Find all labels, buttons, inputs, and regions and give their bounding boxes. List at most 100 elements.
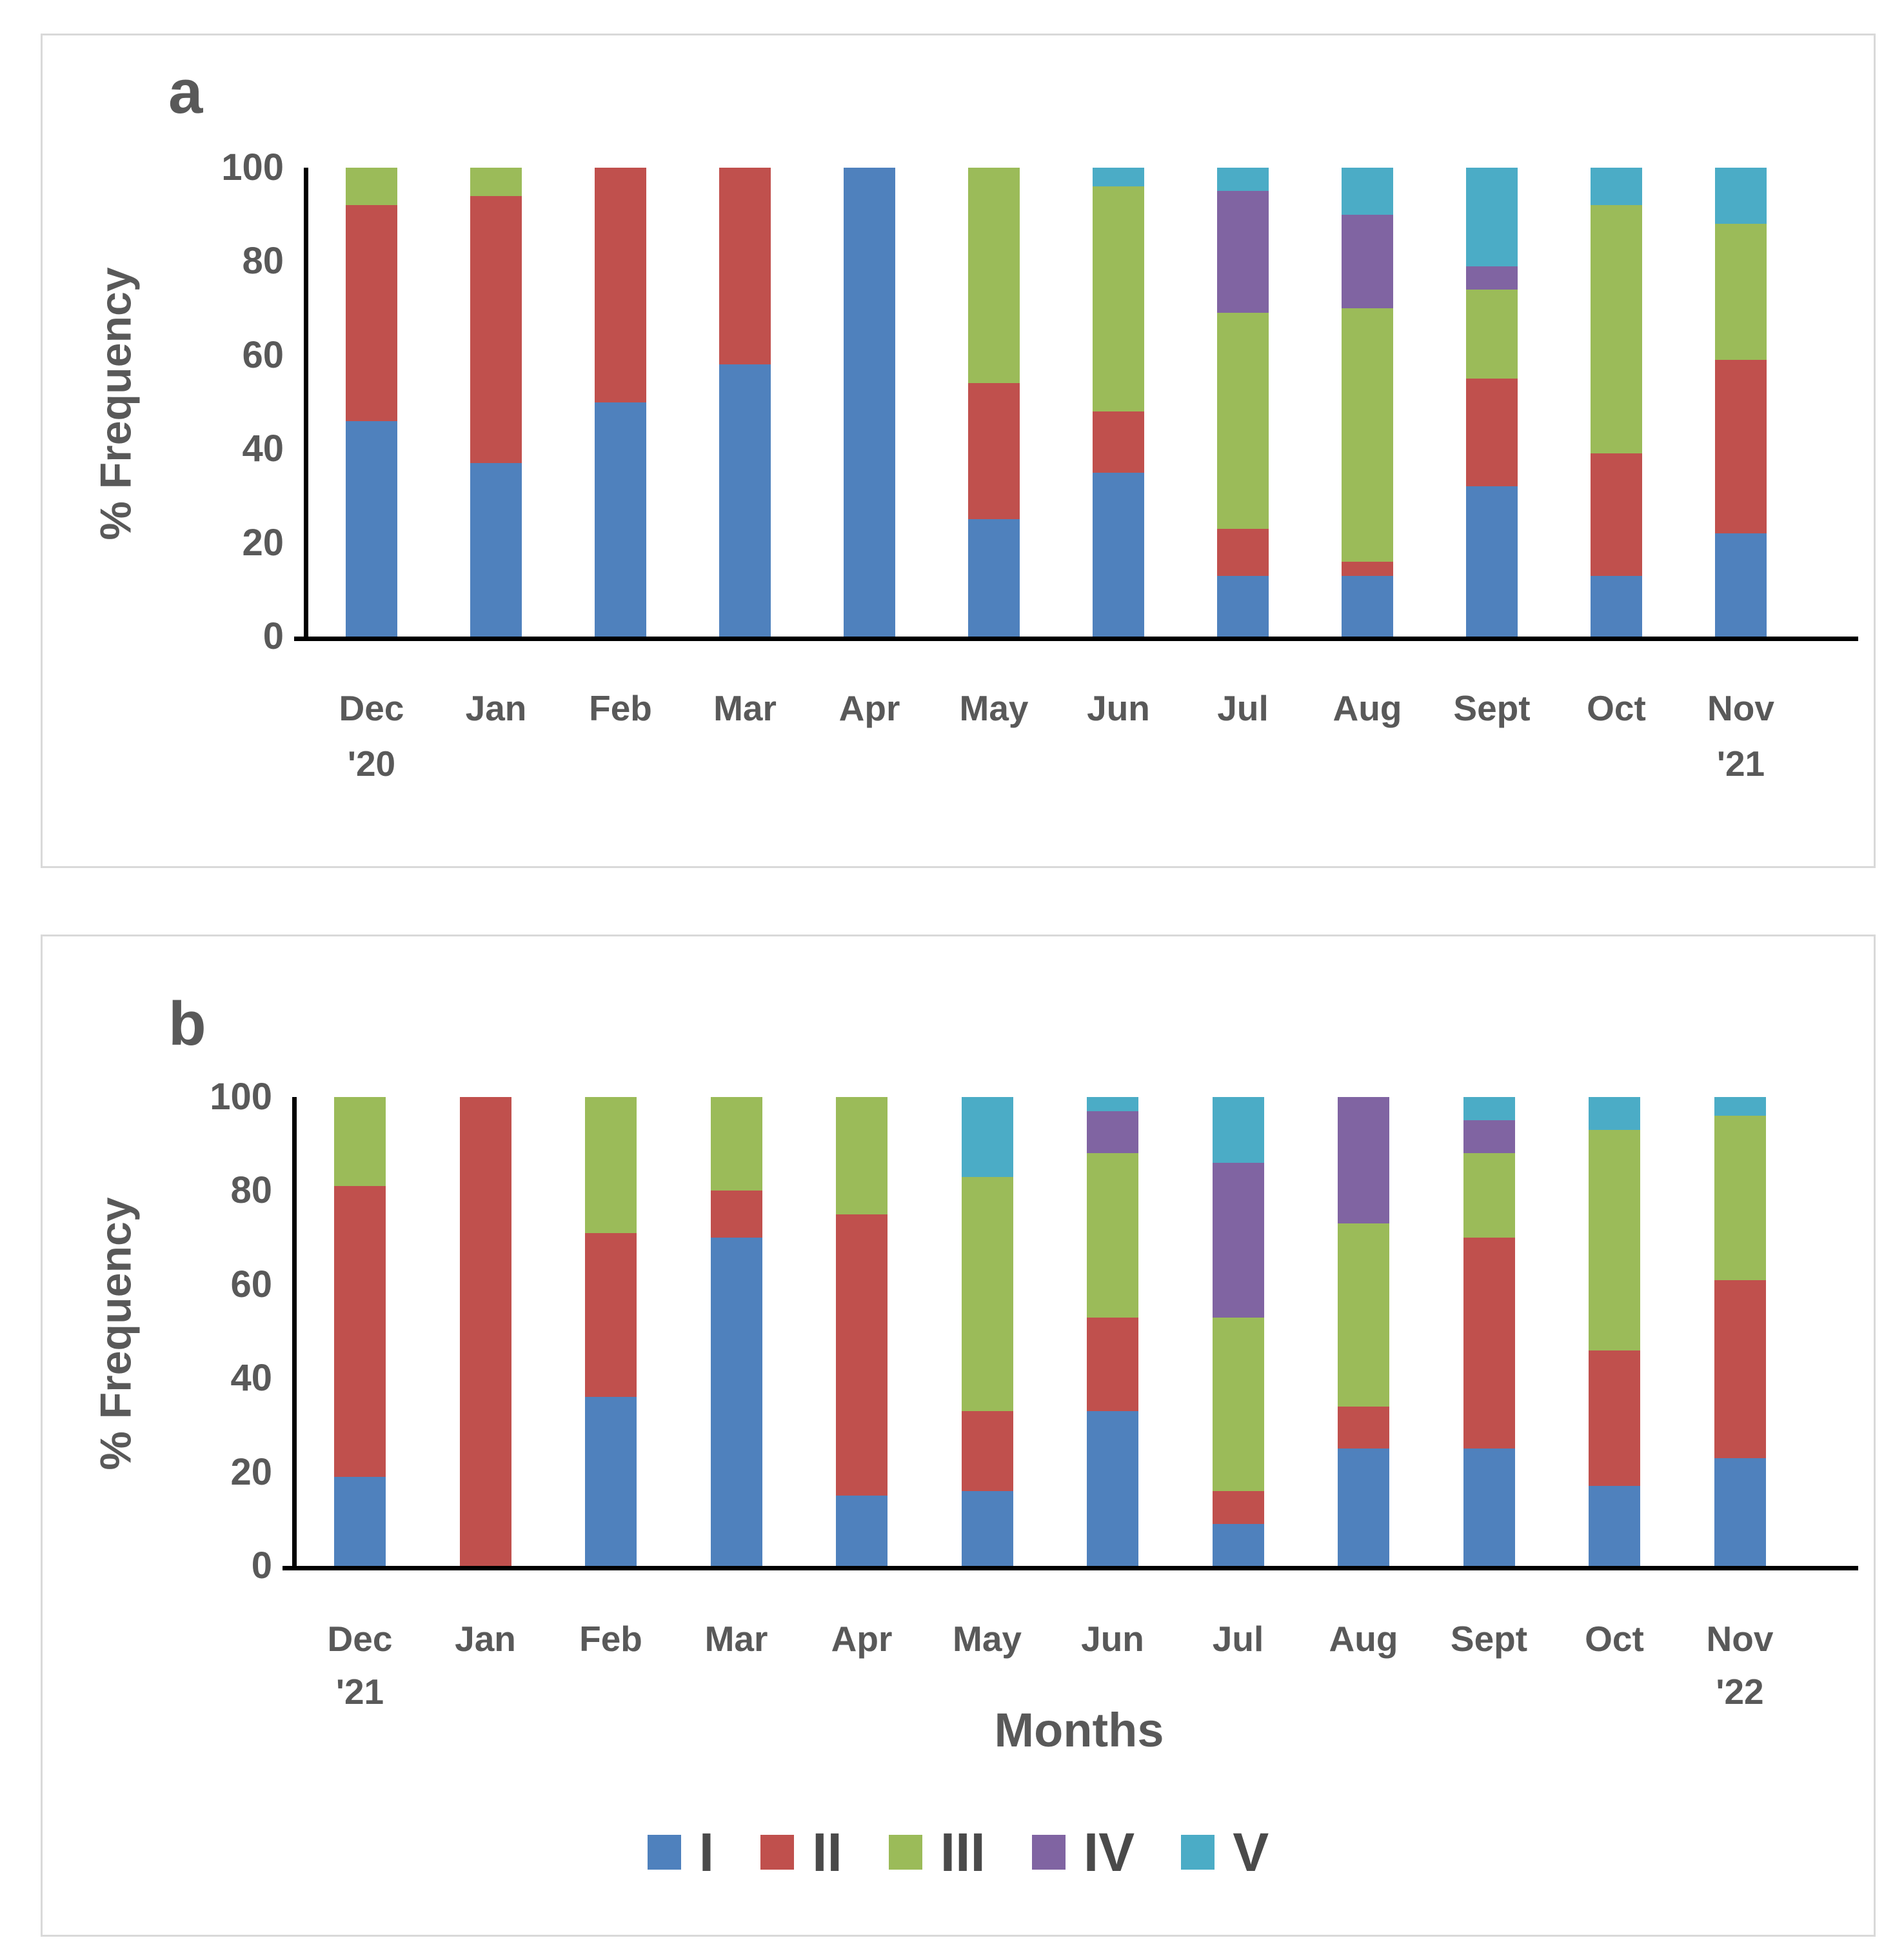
x-category-label-line1: Jun (1081, 1619, 1144, 1659)
y-tick-label: 80 (230, 1169, 272, 1212)
bar-segment-III (710, 1097, 762, 1191)
x-category-label-line1: Sept (1453, 688, 1531, 728)
bar-segment-II (1715, 360, 1767, 534)
x-category-label-line1: Jan (465, 688, 527, 728)
bar-segment-IV (1338, 1097, 1389, 1224)
legend-item: V (1181, 1825, 1269, 1879)
legend-swatch-III (888, 1835, 922, 1870)
bar-segment-III (1338, 1223, 1389, 1407)
legend-swatch-II (760, 1835, 795, 1870)
bar-segment-I (710, 1238, 762, 1566)
bar-segment-III (1212, 1317, 1264, 1491)
x-category-label-line1: Dec (327, 1619, 393, 1659)
bar (470, 168, 522, 637)
x-axis-line (283, 1566, 1858, 1570)
bar-segment-I (1342, 575, 1393, 637)
bar-segment-I (334, 1476, 386, 1566)
bar-segment-III (1714, 1116, 1766, 1280)
bar-segment-II (595, 168, 646, 402)
bar (1338, 1097, 1389, 1566)
x-category-label-line1: Jun (1087, 688, 1150, 728)
x-category-label: Sept (1414, 680, 1569, 736)
x-category-label: Feb (533, 1612, 688, 1665)
x-category-label-line2: '21 (335, 1672, 384, 1712)
bar-segment-I (595, 402, 646, 637)
bar-segment-I (1466, 486, 1518, 637)
bar-segment-III (346, 168, 397, 206)
bar-segment-II (1463, 1238, 1515, 1449)
bar-segment-V (1342, 168, 1393, 215)
bar-segment-I (1087, 1411, 1138, 1566)
bar-segment-II (1338, 1406, 1389, 1449)
bar-segment-II (1217, 528, 1269, 576)
bar-segment-V (1212, 1097, 1264, 1163)
x-category-label: Mar (668, 680, 822, 736)
bar-segment-III (1591, 205, 1642, 454)
y-tick-label: 40 (230, 1357, 272, 1399)
y-tick-label: 40 (242, 428, 284, 470)
bar-segment-II (585, 1232, 637, 1398)
bar (1466, 168, 1518, 637)
y-axis-title: % Frequency (91, 267, 141, 540)
y-tick-label: 60 (242, 333, 284, 376)
bar-segment-I (346, 420, 397, 637)
bar-segment-III (1463, 1153, 1515, 1238)
bar-segment-V (1589, 1097, 1640, 1130)
bar-segment-I (1217, 575, 1269, 637)
bar-segment-V (1463, 1097, 1515, 1121)
bar-segment-V (1715, 168, 1767, 224)
bar-segment-II (1714, 1280, 1766, 1458)
x-category-label: Dec '20 (294, 680, 449, 791)
x-category-label-line1: Aug (1329, 1619, 1398, 1659)
bar-segment-II (1093, 411, 1144, 473)
bar-segment-V (1714, 1097, 1766, 1116)
x-category-label: Jun (1035, 1612, 1190, 1665)
legend-label: II (812, 1822, 842, 1883)
x-category-label-line1: Jul (1212, 1619, 1264, 1659)
bar (1212, 1097, 1264, 1566)
x-category-label: Oct (1539, 680, 1694, 736)
x-category-label: May (917, 680, 1071, 736)
bar-segment-V (1591, 168, 1642, 206)
bar-segment-I (585, 1397, 637, 1566)
x-category-label-line2: '22 (1716, 1672, 1764, 1712)
legend-item: II (760, 1825, 842, 1879)
bar-segment-III (968, 168, 1020, 384)
bar-segment-III (961, 1176, 1013, 1412)
x-category-label-line1: Nov (1707, 688, 1774, 728)
x-category-label: May (910, 1612, 1065, 1665)
x-category-label: Sept (1412, 1612, 1567, 1665)
x-category-label-line1: Apr (838, 688, 900, 728)
y-tick-label: 0 (263, 615, 284, 657)
x-category-label-line1: Jul (1217, 688, 1269, 728)
bar-segment-I (1589, 1486, 1640, 1566)
bar-segment-III (1342, 308, 1393, 562)
x-category-label: Nov '21 (1663, 680, 1818, 791)
bar-segment-I (968, 519, 1020, 637)
x-category-label-line1: Dec (339, 688, 404, 728)
bar (1342, 168, 1393, 637)
bar-segment-I (1591, 575, 1642, 637)
bar-segment-II (1212, 1490, 1264, 1524)
panel-a-chart: a % Frequency 0 20 40 60 80 100 Dec '20 Jan Feb Ma… (41, 34, 1876, 868)
bar (595, 168, 646, 637)
y-axis-line (304, 168, 308, 641)
bar-segment-II (968, 383, 1020, 520)
x-category-label-line1: Mar (713, 688, 777, 728)
legend-swatch-V (1181, 1835, 1215, 1870)
bar-segment-V (1093, 168, 1144, 187)
bar-segment-I (1212, 1523, 1264, 1566)
bar (1217, 168, 1269, 637)
bar-segment-I (1463, 1449, 1515, 1566)
legend: I II III IV V (43, 1825, 1874, 1879)
legend-label: III (940, 1822, 986, 1883)
x-category-label: Jul (1165, 680, 1320, 736)
bar-segment-II (719, 168, 771, 365)
bar-segment-IV (1212, 1162, 1264, 1318)
bar-segment-I (1338, 1449, 1389, 1566)
legend-item: I (647, 1825, 714, 1879)
x-category-label: Apr (792, 680, 947, 736)
bar-segment-IV (1217, 191, 1269, 313)
x-category-label: Jan (419, 680, 573, 736)
bar (1093, 168, 1144, 637)
